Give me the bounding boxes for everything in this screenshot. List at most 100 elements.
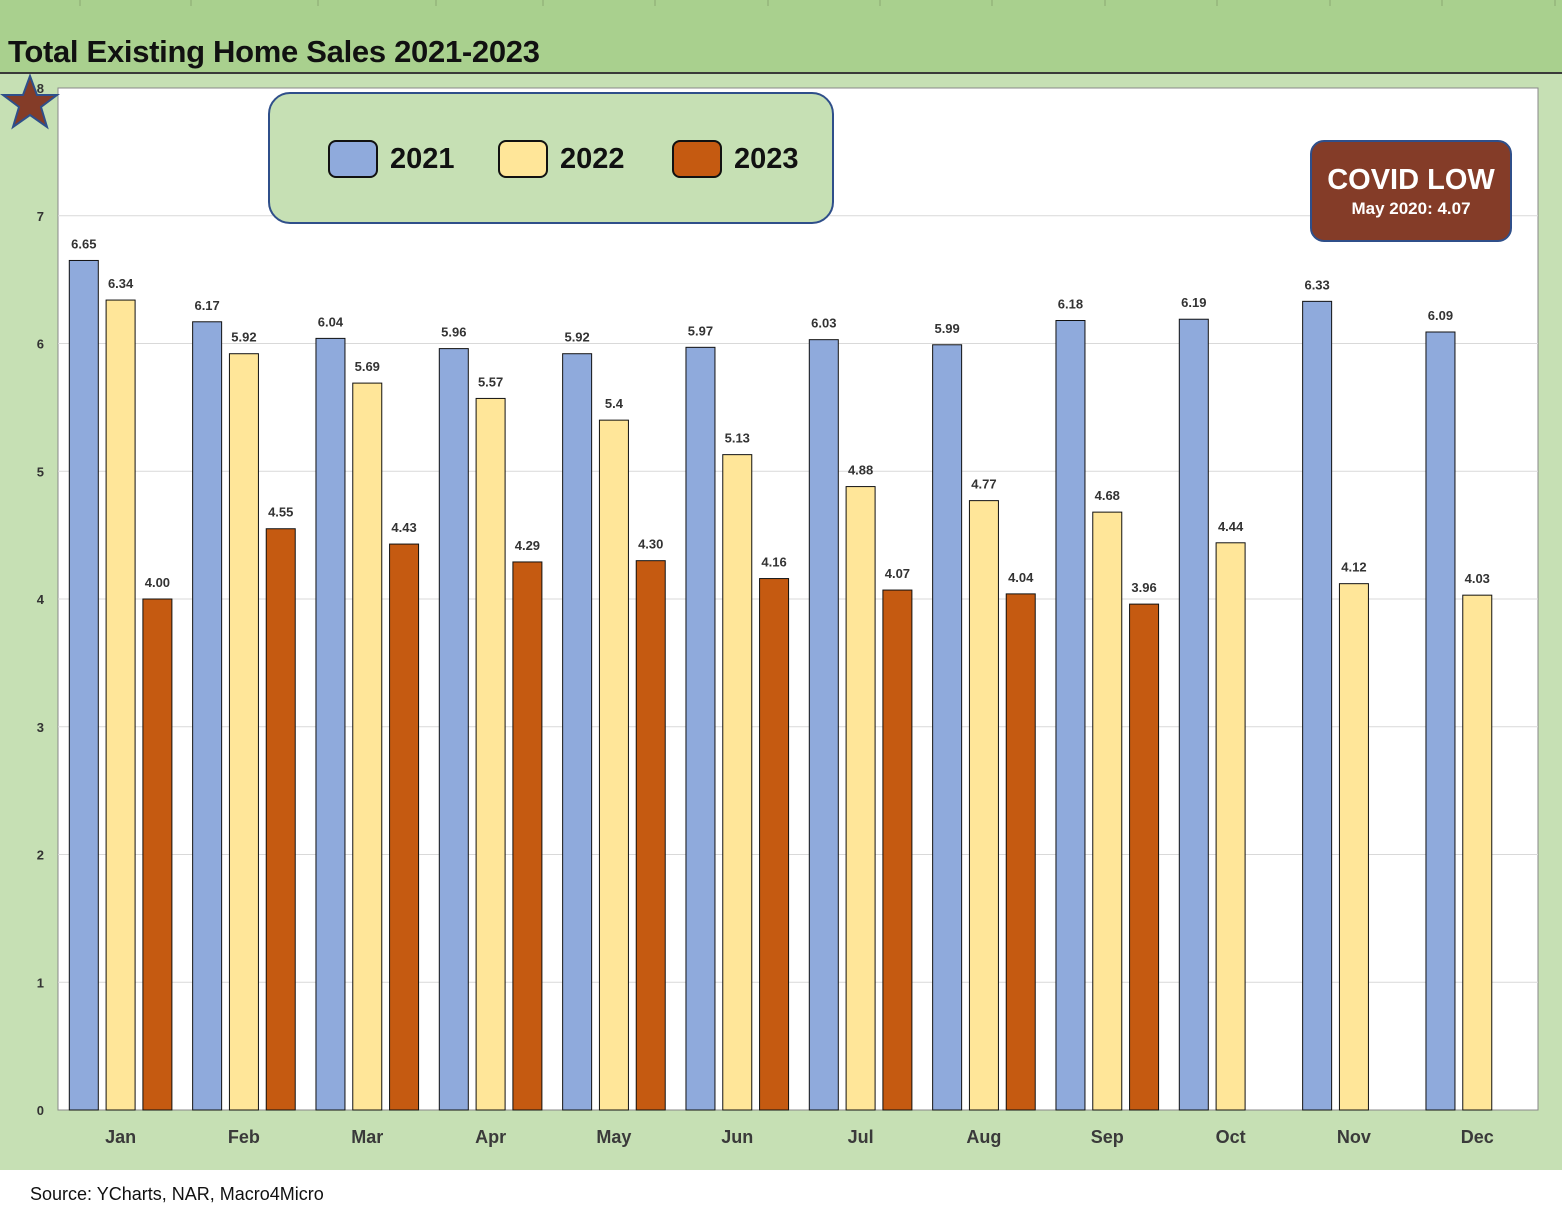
bar-2023-Jan [142, 598, 173, 1111]
data-label: 6.34 [108, 276, 134, 291]
data-label: 4.88 [848, 463, 873, 478]
legend-swatch-2021 [328, 140, 378, 178]
x-tick-label: Jul [848, 1127, 874, 1147]
data-label: 6.17 [194, 298, 219, 313]
bar-2021-Aug [932, 344, 963, 1111]
x-tick-label: Jun [721, 1127, 753, 1147]
bar-2023-Sep [1129, 603, 1160, 1111]
bar-2021-Dec [1425, 331, 1456, 1111]
x-tick-label: Dec [1461, 1127, 1494, 1147]
x-tick-label: Apr [475, 1127, 506, 1147]
data-label: 4.07 [885, 566, 910, 581]
bar-2021-Mar [315, 337, 346, 1111]
data-label: 5.97 [688, 323, 713, 338]
data-label: 3.96 [1131, 580, 1156, 595]
covid-low-callout: COVID LOW May 2020: 4.07 [1310, 140, 1512, 242]
bar-2021-Jan [68, 259, 99, 1111]
x-tick-label: Oct [1216, 1127, 1246, 1147]
bar-2022-Dec [1462, 594, 1493, 1111]
legend-label-2021: 2021 [390, 142, 455, 175]
bar-2021-Jun [685, 346, 716, 1111]
legend-label-2022: 2022 [560, 142, 625, 175]
bar-2022-Sep [1092, 511, 1123, 1111]
data-label: 5.69 [355, 359, 380, 374]
bar-2023-Mar [389, 543, 420, 1111]
data-label: 4.30 [638, 537, 663, 552]
x-tick-label: Nov [1337, 1127, 1371, 1147]
y-tick-label: 8 [37, 81, 44, 96]
y-tick-label: 2 [37, 848, 44, 863]
chart-title: Total Existing Home Sales 2021-2023 [8, 34, 540, 69]
bar-2022-Jul [845, 486, 876, 1111]
source-note: Source: YCharts, NAR, Macro4Micro [30, 1184, 324, 1204]
bar-2023-Jun [759, 578, 790, 1111]
bar-2023-Aug [1005, 593, 1036, 1111]
data-label: 5.57 [478, 374, 503, 389]
x-tick-label: May [596, 1127, 631, 1147]
data-label: 5.96 [441, 325, 466, 340]
legend-item-2022: 2022 [498, 139, 625, 179]
data-label: 6.19 [1181, 295, 1206, 310]
covid-low-subtitle: May 2020: 4.07 [1351, 199, 1471, 218]
x-tick-label: Feb [228, 1127, 260, 1147]
y-tick-label: 3 [37, 720, 44, 735]
data-label: 6.04 [318, 314, 344, 329]
data-label: 4.77 [971, 477, 996, 492]
bar-2022-Aug [968, 500, 999, 1111]
data-label: 4.16 [761, 555, 786, 570]
data-label: 5.13 [725, 431, 750, 446]
data-label: 4.55 [268, 505, 293, 520]
bar-2021-Sep [1055, 320, 1086, 1111]
data-label: 6.65 [71, 236, 96, 251]
data-label: 5.99 [934, 321, 959, 336]
y-tick-label: 1 [37, 975, 44, 990]
bar-2021-Jul [808, 339, 839, 1111]
data-label: 5.92 [564, 330, 589, 345]
bar-2022-Oct [1215, 542, 1246, 1111]
bar-2023-Jul [882, 589, 913, 1111]
data-label: 4.29 [515, 538, 540, 553]
bar-2023-Apr [512, 561, 543, 1111]
y-tick-label: 7 [37, 209, 44, 224]
data-label: 6.33 [1304, 277, 1329, 292]
source-row: Source: YCharts, NAR, Macro4Micro [0, 1170, 1562, 1216]
data-label: 4.68 [1095, 488, 1120, 503]
data-label: 5.92 [231, 330, 256, 345]
bar-2022-Feb [228, 353, 259, 1111]
bar-2021-Nov [1302, 300, 1333, 1111]
y-tick-label: 0 [37, 1103, 44, 1118]
data-label: 4.00 [145, 575, 170, 590]
data-label: 4.04 [1008, 570, 1034, 585]
data-label: 6.18 [1058, 297, 1083, 312]
legend-swatch-2023 [672, 140, 722, 178]
bar-2021-Apr [438, 348, 469, 1111]
data-label: 4.03 [1465, 571, 1490, 586]
bar-2021-May [562, 353, 593, 1111]
bar-2022-Jun [722, 454, 753, 1111]
legend-item-2023: 2023 [672, 139, 799, 179]
data-label: 5.4 [605, 396, 624, 411]
x-tick-label: Sep [1091, 1127, 1124, 1147]
bar-2023-Feb [265, 528, 296, 1111]
legend-label-2023: 2023 [734, 142, 799, 175]
legend-item-2021: 2021 [328, 139, 455, 179]
x-tick-label: Aug [966, 1127, 1001, 1147]
bar-2023-May [635, 560, 666, 1111]
bar-2022-Apr [475, 397, 506, 1111]
header-column-ticks [79, 0, 1556, 6]
data-label: 4.44 [1218, 519, 1244, 534]
bar-2022-Nov [1338, 583, 1369, 1111]
x-tick-label: Jan [105, 1127, 136, 1147]
title-band: Total Existing Home Sales 2021-2023 [0, 0, 1562, 74]
bar-2021-Feb [192, 321, 223, 1111]
y-tick-label: 4 [37, 592, 45, 607]
y-tick-label: 6 [37, 337, 44, 352]
legend: 2021 2022 2023 [268, 92, 834, 224]
data-label: 6.09 [1428, 308, 1453, 323]
data-label: 4.43 [391, 520, 416, 535]
bar-2021-Oct [1178, 318, 1209, 1111]
covid-low-title: COVID LOW [1327, 164, 1495, 196]
bar-2022-Mar [352, 382, 383, 1111]
bar-2022-Jan [105, 299, 136, 1111]
x-tick-label: Mar [351, 1127, 383, 1147]
